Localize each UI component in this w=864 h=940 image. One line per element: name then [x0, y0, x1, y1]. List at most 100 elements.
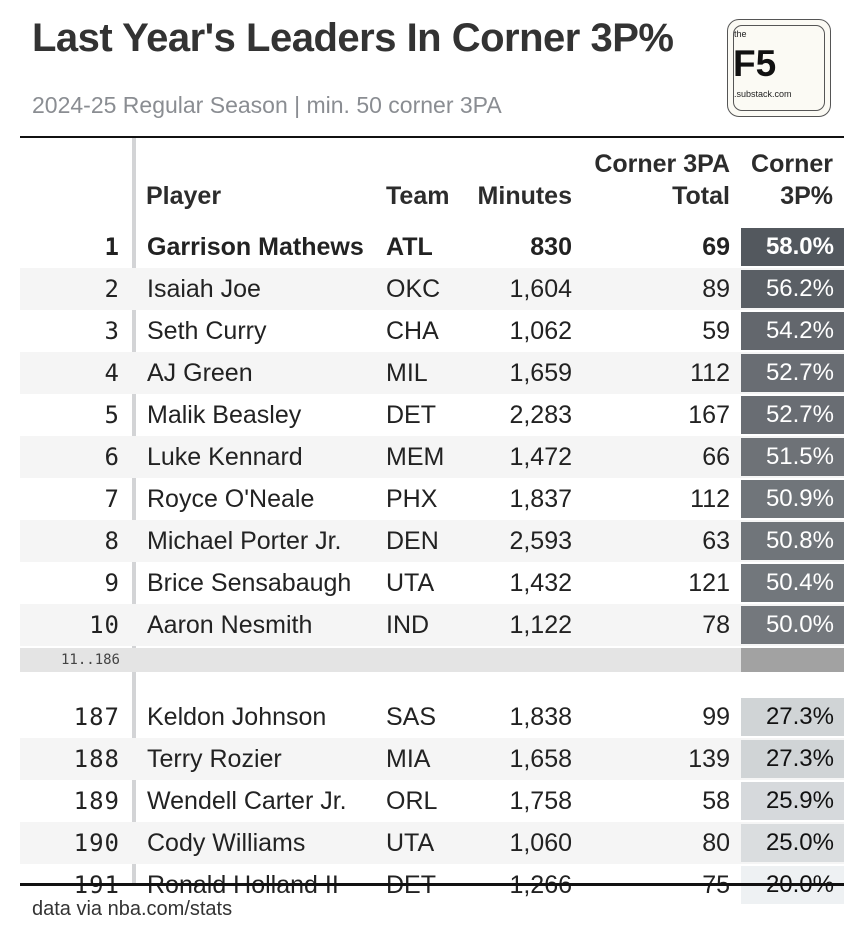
- corner-3p-pct-cell: 56.2%: [741, 270, 844, 308]
- header-pct-line1: Corner: [751, 150, 833, 178]
- player-cell: Wendell Carter Jr.: [147, 787, 347, 815]
- corner-3pa-cell: 58: [702, 787, 730, 815]
- omitted-rows-band: 11..186: [20, 648, 844, 672]
- player-cell: Isaiah Joe: [147, 275, 261, 303]
- table-row: 188 Terry Rozier MIA 1,658 139 27.3%: [20, 738, 844, 780]
- corner-3pa-cell: 63: [702, 527, 730, 555]
- corner-3p-pct-cell: 51.5%: [741, 438, 844, 476]
- minutes-cell: 1,432: [509, 569, 572, 597]
- corner-3pa-cell: 80: [702, 829, 730, 857]
- corner-3p-pct-cell: 54.2%: [741, 312, 844, 350]
- f5-logo: the F5 .substack.com: [727, 19, 831, 117]
- corner-3pa-cell: 69: [702, 233, 730, 261]
- header-pct-line2: 3P%: [780, 182, 833, 210]
- team-cell: ORL: [386, 787, 438, 815]
- table-row: 187 Keldon Johnson SAS 1,838 99 27.3%: [20, 696, 844, 738]
- team-cell: MIA: [386, 745, 431, 773]
- corner-3p-pct-cell: 52.7%: [741, 354, 844, 392]
- player-cell: Royce O'Neale: [147, 485, 315, 513]
- player-cell: Cody Williams: [147, 829, 306, 857]
- minutes-cell: 1,122: [509, 611, 572, 639]
- table-row: 5 Malik Beasley DET 2,283 167 52.7%: [20, 394, 844, 436]
- team-cell: UTA: [386, 829, 435, 857]
- minutes-cell: 830: [530, 233, 572, 261]
- table-row: 8 Michael Porter Jr. DEN 2,593 63 50.8%: [20, 520, 844, 562]
- team-cell: SAS: [386, 703, 437, 731]
- rank-cell: 188: [73, 745, 120, 773]
- source-note: data via nba.com/stats: [32, 898, 233, 920]
- team-cell: CHA: [386, 317, 439, 345]
- player-cell: Luke Kennard: [147, 443, 303, 471]
- corner-3pa-cell: 167: [688, 401, 730, 429]
- player-cell: Malik Beasley: [147, 401, 302, 429]
- corner-3p-pct-cell: 25.9%: [741, 782, 844, 820]
- player-cell: Seth Curry: [147, 317, 267, 345]
- player-cell: Brice Sensabaugh: [147, 569, 352, 597]
- corner-3pa-cell: 112: [690, 359, 730, 387]
- team-cell: IND: [386, 611, 430, 639]
- team-cell: DEN: [386, 527, 439, 555]
- minutes-cell: 1,658: [509, 745, 572, 773]
- minutes-cell: 1,472: [509, 443, 572, 471]
- rank-cell: 9: [104, 569, 120, 597]
- minutes-cell: 1,838: [509, 703, 572, 731]
- header-total-line1: Corner 3PA: [594, 150, 730, 178]
- rank-cell: 10: [89, 611, 120, 639]
- team-cell: MIL: [386, 359, 428, 387]
- minutes-cell: 1,837: [509, 485, 572, 513]
- team-cell: UTA: [386, 569, 435, 597]
- table-row: 1 Garrison Mathews ATL 830 69 58.0%: [20, 226, 844, 268]
- minutes-cell: 1,060: [509, 829, 572, 857]
- minutes-cell: 1,659: [509, 359, 572, 387]
- player-cell: Terry Rozier: [147, 745, 282, 773]
- table-top-rule: [20, 136, 844, 138]
- table-row: 3 Seth Curry CHA 1,062 59 54.2%: [20, 310, 844, 352]
- team-cell: PHX: [386, 485, 438, 513]
- corner-3pa-cell: 66: [702, 443, 730, 471]
- corner-3pa-cell: 78: [702, 611, 730, 639]
- chart-title: Last Year's Leaders In Corner 3P%: [32, 16, 674, 60]
- table-bottom-rule: [20, 883, 844, 886]
- table-row: 2 Isaiah Joe OKC 1,604 89 56.2%: [20, 268, 844, 310]
- rank-divider: [132, 138, 136, 883]
- table-row: 9 Brice Sensabaugh UTA 1,432 121 50.4%: [20, 562, 844, 604]
- minutes-cell: 2,593: [509, 527, 572, 555]
- corner-3p-pct-cell: 50.9%: [741, 480, 844, 518]
- corner-3p-pct-cell: 27.3%: [741, 698, 844, 736]
- table-row: 6 Luke Kennard MEM 1,472 66 51.5%: [20, 436, 844, 478]
- corner-3p-pct-cell: 58.0%: [741, 228, 844, 266]
- corner-3p-pct-cell: 52.7%: [741, 396, 844, 434]
- corner-3pa-cell: 112: [690, 485, 730, 513]
- table-row: 7 Royce O'Neale PHX 1,837 112 50.9%: [20, 478, 844, 520]
- corner-3p-pct-cell: 50.0%: [741, 606, 844, 644]
- logo-domain: .substack.com: [734, 89, 792, 99]
- corner-3pa-cell: 121: [688, 569, 730, 597]
- rank-cell: 7: [104, 485, 120, 513]
- corner-3pa-cell: 89: [702, 275, 730, 303]
- team-cell: MEM: [386, 443, 445, 471]
- logo-the: the: [734, 29, 747, 39]
- header-player: Player: [146, 182, 222, 210]
- team-cell: ATL: [386, 233, 433, 261]
- header-team: Team: [386, 182, 450, 210]
- omitted-rows-label: 11..186: [60, 652, 120, 668]
- corner-3p-pct-cell: 27.3%: [741, 740, 844, 778]
- table-row: 10 Aaron Nesmith IND 1,122 78 50.0%: [20, 604, 844, 646]
- corner-3p-pct-cell: 50.8%: [741, 522, 844, 560]
- rank-cell: 3: [104, 317, 120, 345]
- table-row: 190 Cody Williams UTA 1,060 80 25.0%: [20, 822, 844, 864]
- omitted-pct-band: [741, 648, 844, 672]
- rank-cell: 4: [104, 359, 120, 387]
- player-cell: Michael Porter Jr.: [147, 527, 342, 555]
- header-total-line2: Total: [672, 182, 730, 210]
- header-minutes: Minutes: [477, 182, 572, 210]
- rank-cell: 1: [104, 233, 120, 261]
- rank-cell: 8: [104, 527, 120, 555]
- corner-3p-pct-cell: 25.0%: [741, 824, 844, 862]
- rank-cell: 190: [73, 829, 120, 857]
- minutes-cell: 1,062: [509, 317, 572, 345]
- player-cell: Aaron Nesmith: [147, 611, 313, 639]
- team-cell: DET: [386, 401, 436, 429]
- corner-3pa-cell: 99: [702, 703, 730, 731]
- team-cell: OKC: [386, 275, 441, 303]
